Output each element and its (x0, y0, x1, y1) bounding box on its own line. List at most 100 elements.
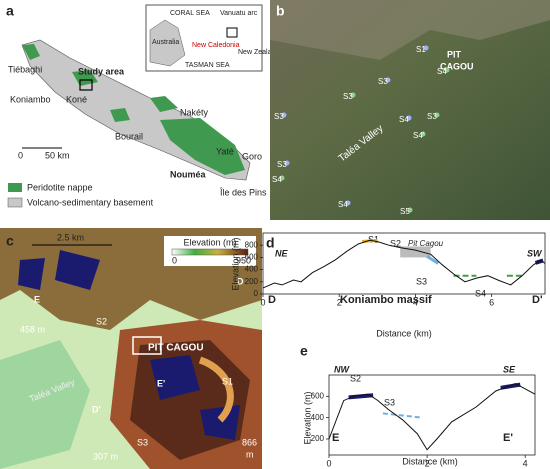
peridotite (150, 96, 178, 112)
site-label: S3 (378, 77, 388, 86)
panel-label: c (6, 233, 14, 249)
box (132, 336, 162, 355)
elevation: 866 (242, 437, 257, 447)
ridge (270, 0, 550, 60)
legend-swatch (8, 183, 22, 192)
x-tick-label: 4 (413, 297, 418, 307)
place: Yaté (216, 146, 234, 156)
y-tick-label: 0 (254, 289, 259, 298)
y-tick-label: 400 (245, 265, 259, 274)
inset-label: New Zealand (238, 49, 279, 56)
place: Koné (66, 94, 87, 104)
point: D' (532, 294, 543, 306)
site-label: S1 (416, 45, 426, 54)
end-label: SE (503, 364, 516, 374)
panel-d: d Elevation (m) Distance (km) NE SW D D'… (230, 234, 543, 338)
site-label: S5 (400, 207, 410, 216)
site-label: S3 (343, 92, 353, 101)
x-tick-label: 0 (260, 297, 265, 307)
site-marker (350, 92, 356, 98)
point: D (268, 294, 276, 306)
elevation-profile (262, 239, 546, 289)
x-tick-label: 2 (337, 297, 342, 307)
y-tick-label: 200 (311, 434, 325, 443)
site-marker (385, 77, 391, 83)
elevation: 307 m (93, 451, 118, 461)
site-marker (407, 207, 413, 213)
place: Nouméa (170, 169, 207, 179)
point: E' (503, 432, 513, 444)
inset-label: Vanuatu arc (220, 10, 258, 17)
point: E (34, 294, 40, 304)
inset-label: New Caledonia (192, 42, 240, 49)
x-label: Distance (km) (376, 328, 432, 338)
site-marker (345, 200, 351, 206)
panel-label: d (266, 235, 275, 251)
panel-c: c 2.5 km Elevation (m) 0 950 PIT CAGOU T… (0, 228, 262, 469)
site-label: S3 (427, 112, 437, 121)
y-tick-label: 800 (245, 240, 259, 249)
plot-frame (262, 232, 546, 295)
site: S3 (416, 276, 427, 286)
summit: PIT (447, 49, 462, 59)
patch (18, 258, 45, 290)
patch (198, 356, 234, 423)
site-seg (426, 254, 440, 265)
panel-a: a Tiébaghi Study area Koniambo Koné Naké… (6, 3, 279, 208)
panel-label: e (300, 343, 308, 359)
y-tick-label: 200 (245, 277, 259, 286)
site-seg (500, 382, 521, 390)
legend-label: Volcano-sedimentary basement (27, 197, 154, 207)
point: D' (92, 404, 101, 414)
site-marker (281, 112, 287, 118)
inset-box (226, 27, 238, 38)
inset-label: CORAL SEA (170, 10, 210, 17)
site-label: S3 (274, 112, 284, 121)
elevation: m (246, 449, 254, 459)
site: S2 (96, 316, 107, 326)
pit-box (400, 246, 431, 258)
end-label: NE (275, 248, 288, 258)
legend-max: 950 (236, 255, 251, 265)
site: S2 (350, 373, 361, 383)
legend-swatch (7, 197, 23, 208)
site-seg (361, 238, 378, 244)
study-box (79, 79, 93, 91)
plot-frame (328, 374, 536, 456)
site-label: S4 (338, 200, 348, 209)
terrain (0, 340, 90, 469)
point: D (237, 276, 244, 286)
site-marker (406, 115, 412, 121)
y-tick-label: 600 (311, 391, 325, 400)
site: S3 (137, 437, 148, 447)
site-marker (284, 160, 290, 166)
site-marker (279, 175, 285, 181)
pit-label: Pit Cagou (408, 239, 444, 248)
y-tick-label: 600 (245, 253, 259, 262)
place: Île des Pins (219, 187, 267, 197)
site: S3 (384, 397, 395, 407)
site-marker (444, 67, 450, 73)
place: Goro (242, 151, 262, 161)
legend-title: Elevation (m) (183, 237, 236, 247)
y-tick-label: 400 (311, 413, 325, 422)
place: Tiébaghi (8, 64, 42, 74)
x-tick-label: 0 (326, 458, 331, 468)
peridotite (110, 108, 130, 122)
end-label: NW (334, 364, 350, 374)
place: Study area (78, 66, 125, 76)
site-marker (420, 131, 426, 137)
summit: CAGOU (440, 61, 474, 71)
end-label: SW (527, 248, 543, 258)
site: S4 (475, 288, 486, 298)
x-tick-label: 6 (489, 297, 494, 307)
site-label: S4 (272, 175, 282, 184)
legend-bar (171, 248, 249, 256)
site-seg (382, 412, 423, 419)
site-label: S4' (413, 131, 425, 140)
site-label: S3 (277, 160, 287, 169)
point: E (332, 432, 339, 444)
patch (55, 250, 100, 290)
